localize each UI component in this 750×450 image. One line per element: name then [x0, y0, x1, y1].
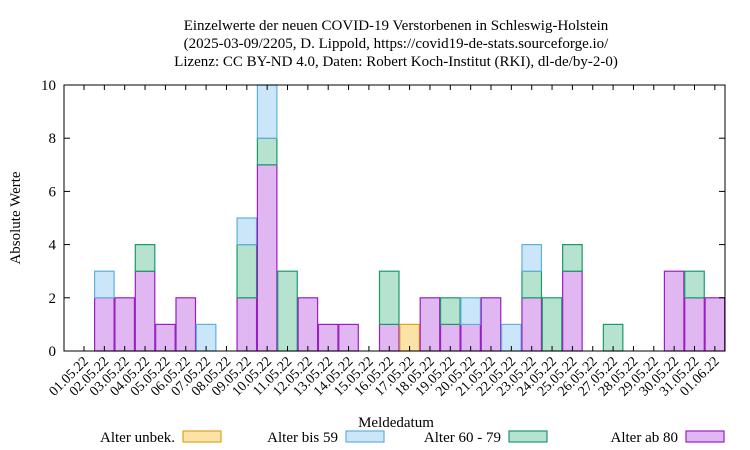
y-axis-label: Absolute Werte [8, 171, 24, 264]
bar-10.05.22-series-1 [256, 137, 278, 166]
bar-09.05.22-series-2 [236, 217, 258, 246]
bar-31.05.22-series-0 [684, 297, 705, 352]
bar-18.05.22-series-0 [419, 297, 441, 352]
x-axis: 01.05.2202.05.2203.05.2204.05.2205.05.22… [47, 85, 723, 399]
bars-layer [93, 84, 726, 352]
bar-12.05.22-series-0 [297, 297, 319, 352]
bar-21.05.22-series-0 [480, 297, 502, 352]
plot-frame [63, 84, 726, 352]
bar-23.05.22-series-2 [521, 244, 543, 272]
bar-11.05.22-series-1 [277, 270, 298, 352]
bar-23.05.22-series-0 [521, 297, 543, 352]
bar-25.05.22-series-0 [562, 270, 583, 352]
bar-23.05.22-series-1 [521, 270, 543, 299]
title-line-1: Einzelwerte der neuen COVID-19 Verstorbe… [184, 18, 609, 34]
bar-09.05.22-series-0 [236, 297, 258, 352]
legend-label: Alter ab 80 [611, 430, 678, 446]
bar-02.05.22-series-2 [93, 270, 115, 299]
legend-swatch [345, 430, 385, 443]
y-axis: 0 2 4 6 8 10 [41, 78, 725, 360]
title-line-2: (2025-03-09/2205, D. Lippold, https://co… [184, 36, 609, 52]
legend-label: Alter unbek. [100, 430, 175, 446]
legend-label: Alter bis 59 [267, 430, 338, 446]
bar-10.05.22-series-0 [256, 164, 278, 352]
bar-16.05.22-series-1 [378, 270, 400, 326]
bar-30.05.22-series-0 [663, 270, 685, 352]
bar-24.05.22-series-1 [541, 297, 563, 352]
bar-25.05.22-series-1 [562, 244, 583, 272]
y-tick-label: 6 [49, 184, 57, 200]
bar-03.05.22-series-0 [114, 297, 136, 352]
bar-04.05.22-series-1 [134, 244, 156, 272]
bar-31.05.22-series-1 [684, 270, 705, 299]
chart-title: Einzelwerte der neuen COVID-19 Verstorbe… [174, 18, 618, 70]
y-tick-label: 2 [49, 291, 57, 307]
bar-02.05.22-series-0 [93, 297, 115, 352]
bar-19.05.22-series-1 [439, 297, 461, 325]
legend-swatch [508, 430, 548, 443]
bar-10.05.22-series-2 [256, 84, 278, 139]
legend-swatch [182, 430, 222, 443]
title-line-3: Lizenz: CC BY-ND 4.0, Daten: Robert Koch… [174, 54, 618, 70]
bar-09.05.22-series-1 [236, 244, 258, 299]
y-tick-label: 4 [49, 238, 57, 254]
y-tick-label: 10 [41, 78, 56, 94]
x-axis-label: Meldedatum [358, 415, 434, 431]
legend-swatch [685, 430, 725, 443]
y-tick-label: 0 [49, 344, 57, 360]
legend: Alter unbek. Alter bis 59 Alter 60 - 79 Alt… [100, 430, 725, 446]
bar-06.05.22-series-0 [175, 297, 197, 352]
bar-20.05.22-series-2 [460, 297, 481, 325]
bar-01.06.22-series-0 [704, 297, 726, 352]
y-tick-label: 8 [49, 131, 57, 147]
bar-04.05.22-series-0 [134, 270, 156, 352]
legend-label: Alter 60 - 79 [424, 430, 501, 446]
